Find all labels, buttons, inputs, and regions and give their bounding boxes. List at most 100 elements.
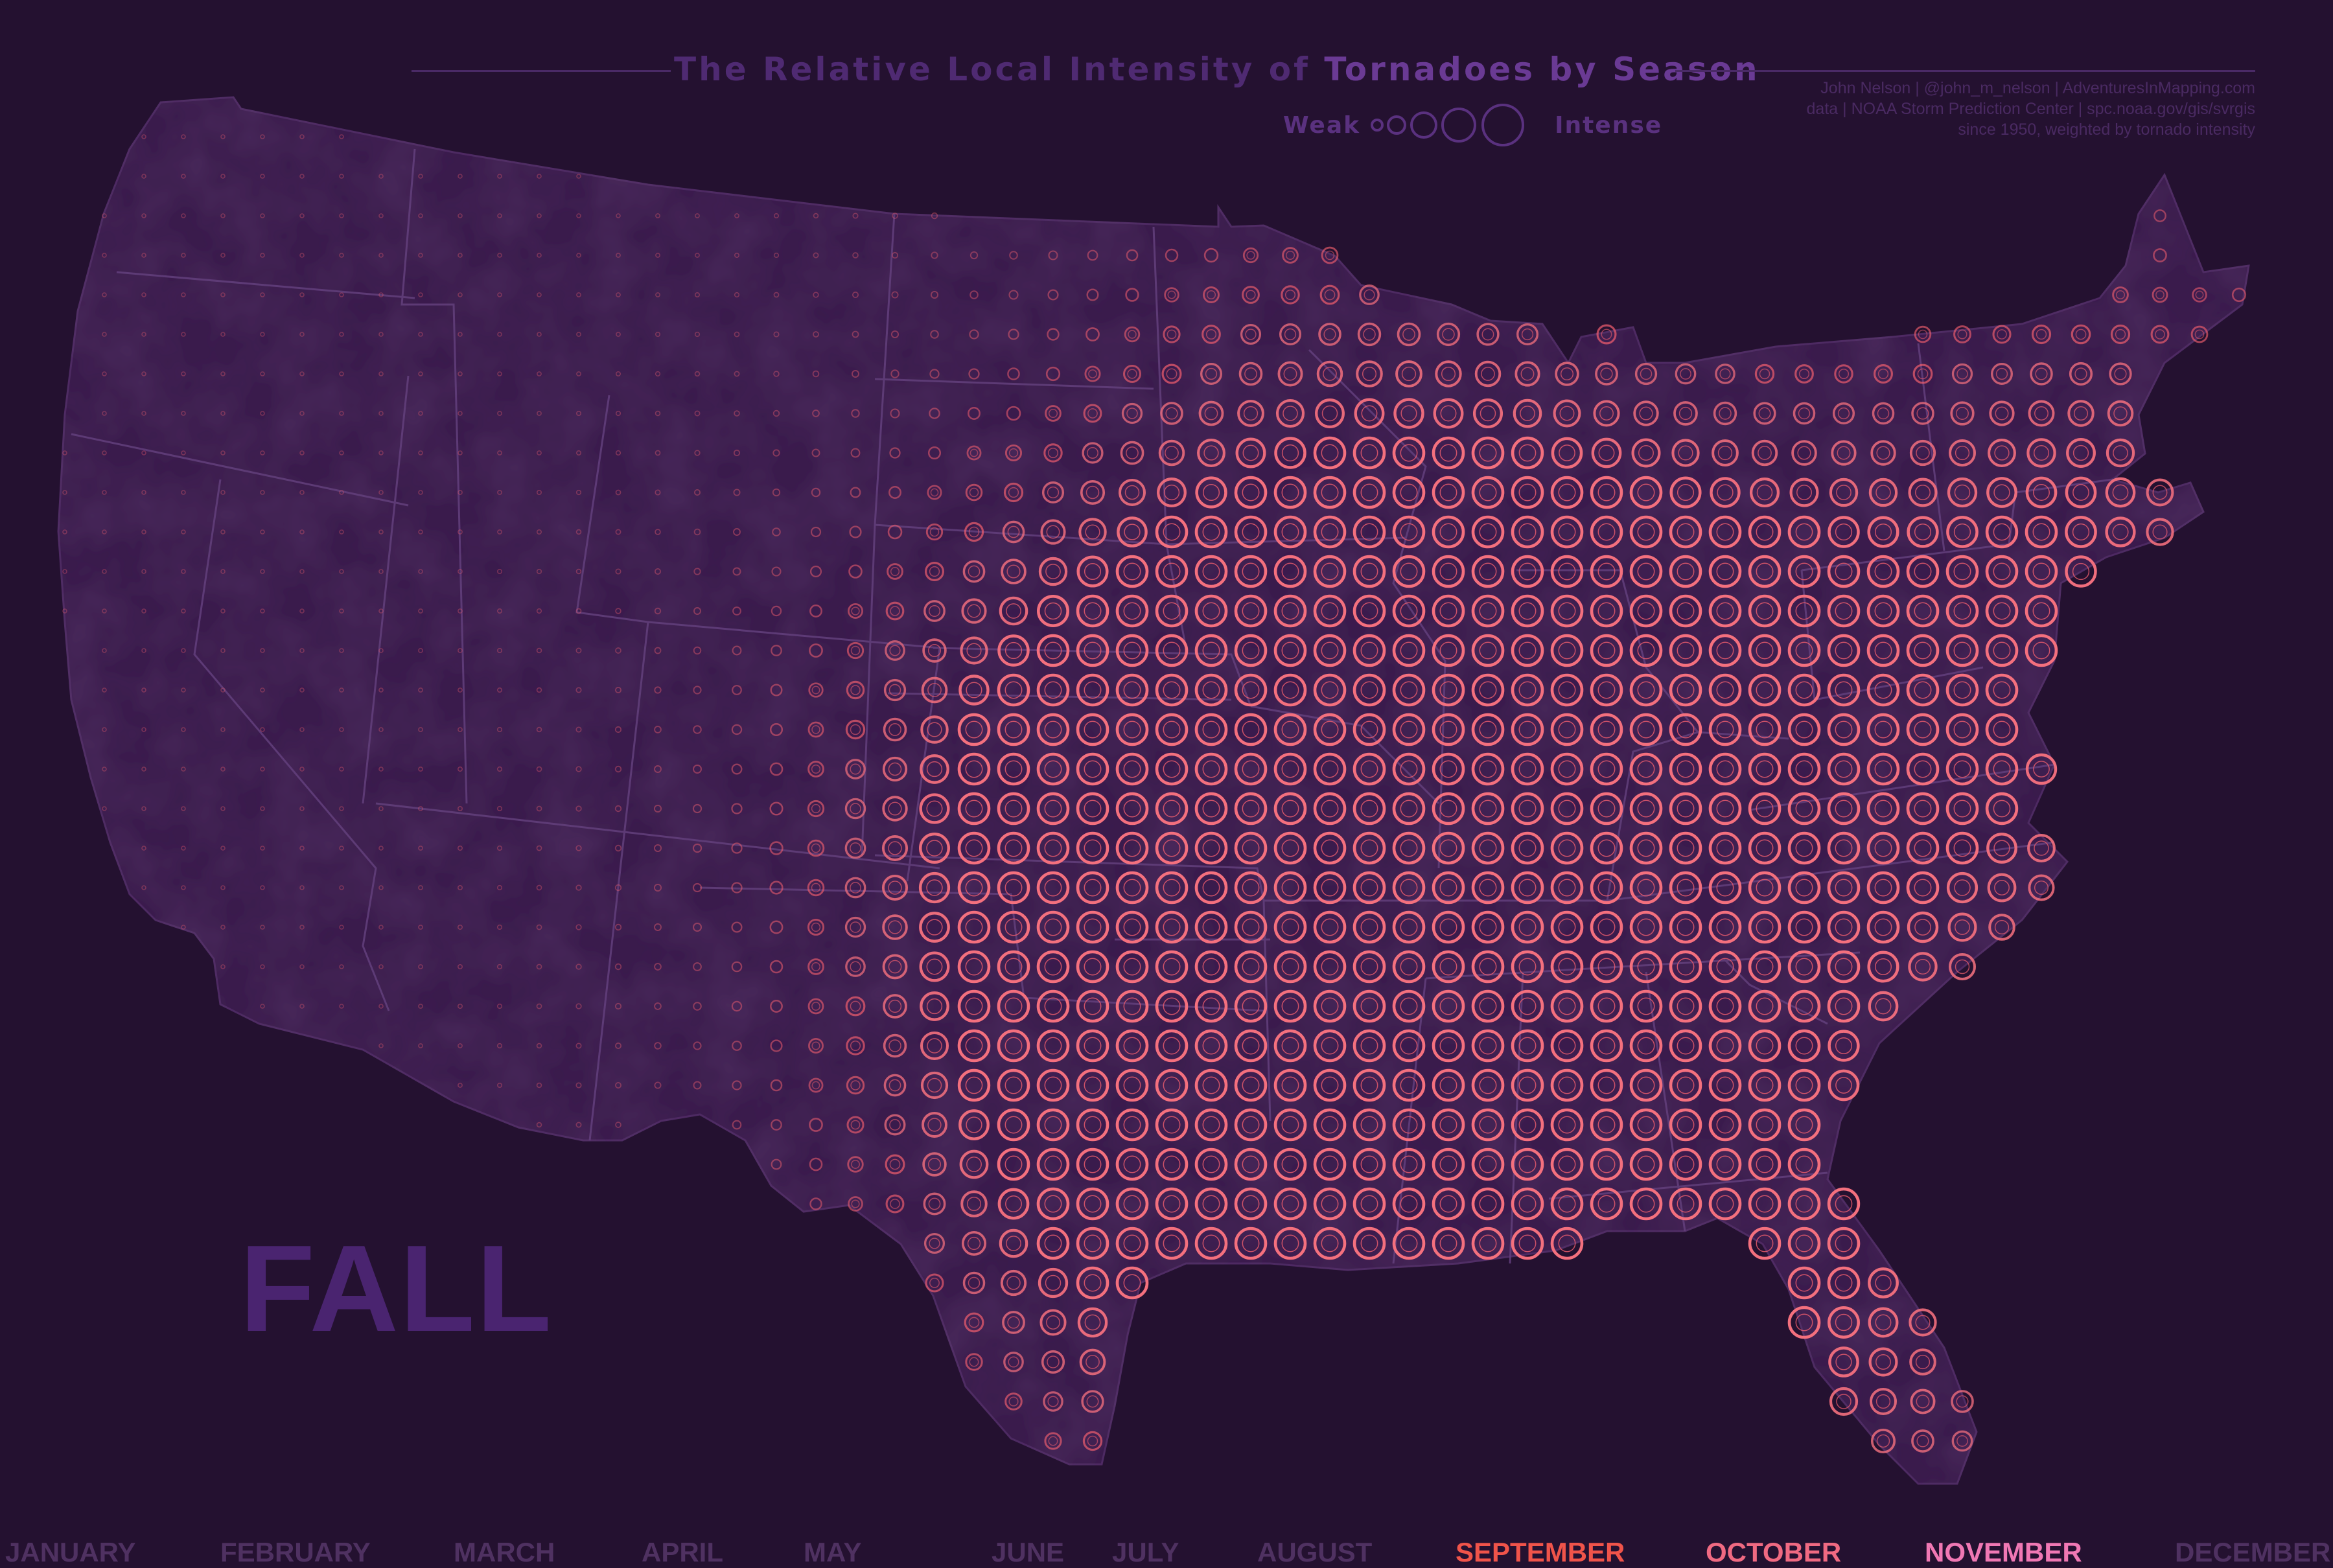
intensity-circle-inner — [926, 879, 943, 896]
intensity-circle — [1629, 831, 1663, 865]
intensity-circle-inner — [2152, 485, 2168, 500]
intensity-circle — [220, 529, 226, 535]
intensity-circle — [1946, 871, 1979, 904]
intensity-circle-inner — [1044, 1195, 1062, 1213]
intensity-circle — [771, 605, 782, 617]
intensity-circle-inner — [1677, 918, 1695, 936]
intensity-circle — [1007, 367, 1020, 380]
intensity-circle — [1985, 752, 2019, 786]
intensity-circle — [1036, 1029, 1070, 1063]
intensity-circle-inner — [1045, 564, 1061, 579]
intensity-circle-inner — [1716, 839, 1734, 857]
intensity-circle — [731, 842, 743, 854]
intensity-circle — [1511, 910, 1544, 944]
intensity-circle — [1203, 286, 1220, 303]
intensity-circle — [1471, 1187, 1505, 1221]
intensity-circle-inner — [1795, 918, 1813, 936]
intensity-circle — [769, 722, 783, 737]
intensity-circle — [812, 409, 820, 417]
intensity-circle-inner — [1283, 367, 1297, 381]
intensity-circle-inner — [1956, 368, 1968, 380]
intensity-circle — [1669, 594, 1702, 628]
intensity-circle — [220, 885, 226, 890]
month-december: DECEMBER — [2175, 1537, 2331, 1567]
intensity-circle — [1313, 634, 1347, 667]
intensity-circle-inner — [1795, 1274, 1813, 1292]
intensity-circle-inner — [1044, 800, 1062, 818]
intensity-circle — [1392, 515, 1426, 549]
intensity-circle — [961, 1230, 987, 1256]
intensity-circle-inner — [1756, 602, 1774, 620]
intensity-circle — [418, 174, 423, 179]
intensity-circle-inner — [1479, 721, 1497, 739]
intensity-circle-inner — [850, 921, 861, 933]
intensity-circle — [1748, 515, 1782, 549]
intensity-circle — [931, 251, 938, 259]
intensity-circle-inner — [1479, 1195, 1497, 1213]
intensity-circle — [1629, 1029, 1663, 1063]
intensity-circle — [1076, 1187, 1109, 1221]
intensity-circle-inner — [1087, 447, 1098, 459]
intensity-circle-inner — [1835, 958, 1853, 976]
intensity-circle — [575, 805, 582, 812]
intensity-circle — [1907, 911, 1939, 943]
intensity-circle-inner — [1953, 760, 1971, 778]
intensity-circle-inner — [1558, 1155, 1576, 1173]
intensity-circle — [2065, 555, 2097, 588]
intensity-circle — [845, 759, 866, 779]
intensity-circle-inner — [1245, 329, 1257, 340]
intensity-circle-inner — [1597, 641, 1616, 660]
intensity-circle-inner — [1008, 487, 1019, 498]
intensity-circle — [141, 767, 146, 772]
intensity-circle — [885, 1194, 905, 1214]
intensity-circle — [1432, 1108, 1465, 1142]
intensity-circle-inner — [1005, 1195, 1022, 1212]
intensity-circle-inner — [1521, 328, 1534, 341]
intensity-circle — [1669, 713, 1702, 746]
intensity-circle — [102, 608, 107, 614]
intensity-circle-inner — [1677, 562, 1695, 581]
intensity-circle-inner — [1795, 602, 1813, 620]
intensity-circle-inner — [1321, 562, 1339, 581]
intensity-circle-inner — [926, 998, 943, 1015]
intensity-circle — [260, 213, 265, 218]
intensity-circle — [615, 1122, 621, 1128]
intensity-circle — [1354, 398, 1385, 429]
intensity-circle-inner — [1163, 1155, 1181, 1173]
intensity-circle — [220, 608, 226, 614]
intensity-circle — [260, 727, 265, 732]
intensity-circle-inner — [926, 761, 943, 778]
intensity-circle — [1115, 1227, 1149, 1260]
intensity-circle — [1511, 831, 1544, 865]
intensity-circle — [378, 1043, 384, 1048]
intensity-circle-inner — [1874, 523, 1892, 541]
intensity-circle-inner — [1123, 1076, 1141, 1094]
intensity-circle-inner — [1084, 602, 1102, 620]
intensity-circle — [771, 1159, 782, 1170]
intensity-circle-inner — [1598, 444, 1615, 461]
intensity-circle — [1748, 950, 1782, 984]
intensity-circle — [220, 371, 226, 376]
intensity-circle — [2150, 325, 2170, 344]
intensity-circle — [1669, 673, 1702, 707]
month-january: JANUARY — [5, 1537, 136, 1567]
intensity-circle — [1047, 328, 1060, 341]
intensity-circle — [1866, 910, 1900, 944]
intensity-circle-inner — [1360, 1195, 1378, 1213]
intensity-circle-inner — [1202, 1195, 1220, 1213]
intensity-circle — [734, 213, 739, 218]
intensity-circle — [1036, 1187, 1070, 1221]
intensity-circle-inner — [1360, 839, 1378, 857]
intensity-circle-inner — [1360, 483, 1378, 502]
intensity-circle-inner — [1677, 1155, 1695, 1173]
intensity-circle — [1906, 555, 1940, 588]
intensity-circle-inner — [1956, 1435, 1968, 1447]
intensity-circle — [299, 648, 305, 653]
intensity-circle — [418, 529, 423, 535]
intensity-circle — [692, 803, 702, 814]
intensity-circle — [997, 752, 1030, 786]
intensity-circle — [1471, 436, 1505, 470]
intensity-circle — [614, 805, 622, 813]
intensity-circle-inner — [1756, 523, 1774, 541]
